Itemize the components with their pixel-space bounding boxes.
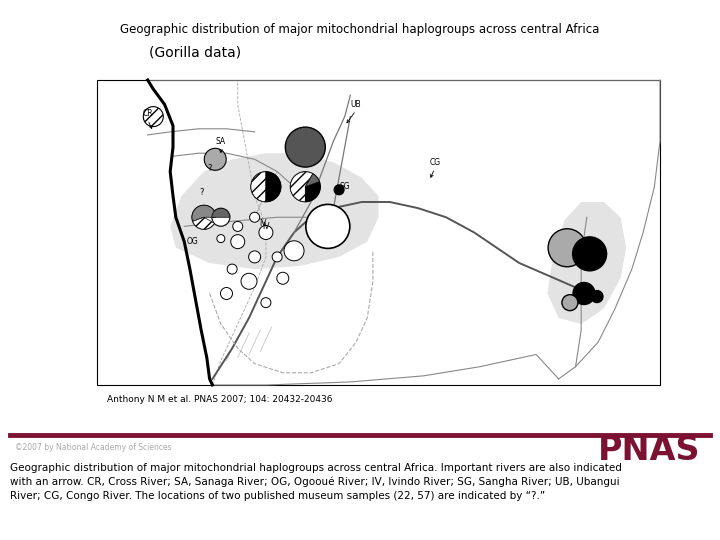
Text: IV: IV xyxy=(259,219,267,228)
Text: SA: SA xyxy=(216,137,226,145)
Text: SG: SG xyxy=(339,183,350,191)
Text: ?: ? xyxy=(207,164,212,173)
Circle shape xyxy=(241,273,257,289)
Wedge shape xyxy=(251,172,266,202)
Circle shape xyxy=(192,205,216,229)
Circle shape xyxy=(233,221,243,232)
Text: IV: IV xyxy=(262,222,270,231)
Circle shape xyxy=(276,272,289,284)
Wedge shape xyxy=(266,172,281,202)
Text: CG: CG xyxy=(429,158,441,167)
Circle shape xyxy=(230,235,245,248)
Circle shape xyxy=(261,298,271,308)
Circle shape xyxy=(227,264,237,274)
Text: ©2007 by National Academy of Sciences: ©2007 by National Academy of Sciences xyxy=(15,443,171,453)
Circle shape xyxy=(306,205,350,248)
Circle shape xyxy=(217,234,225,242)
Circle shape xyxy=(248,251,261,263)
Circle shape xyxy=(284,241,304,261)
Circle shape xyxy=(562,295,578,310)
Circle shape xyxy=(204,148,226,170)
Text: CR: CR xyxy=(143,109,153,118)
Text: Geographic distribution of major mitochondrial haplogroups across central Africa: Geographic distribution of major mitocho… xyxy=(10,463,622,473)
Text: with an arrow. CR, Cross River; SA, Sanaga River; OG, Ogooué River; IV, Ivindo R: with an arrow. CR, Cross River; SA, Sana… xyxy=(10,477,620,487)
Text: Anthony N M et al. PNAS 2007; 104: 20432-20436: Anthony N M et al. PNAS 2007; 104: 20432… xyxy=(107,395,333,404)
Circle shape xyxy=(220,287,233,300)
Circle shape xyxy=(272,252,282,262)
Circle shape xyxy=(573,282,595,305)
Circle shape xyxy=(143,106,163,126)
Wedge shape xyxy=(193,217,215,230)
Circle shape xyxy=(250,212,260,222)
Text: UB: UB xyxy=(351,100,361,109)
Bar xyxy=(97,80,660,385)
Circle shape xyxy=(251,172,281,202)
Polygon shape xyxy=(547,202,626,324)
Wedge shape xyxy=(212,208,230,217)
Wedge shape xyxy=(192,205,216,221)
Circle shape xyxy=(548,229,586,267)
Circle shape xyxy=(285,127,325,167)
Circle shape xyxy=(591,291,603,302)
Wedge shape xyxy=(305,174,320,187)
Text: Geographic distribution of major mitochondrial haplogroups across central Africa: Geographic distribution of major mitocho… xyxy=(120,24,600,37)
Circle shape xyxy=(212,208,230,226)
Wedge shape xyxy=(290,172,312,202)
Text: ?: ? xyxy=(199,188,204,197)
Circle shape xyxy=(290,172,320,202)
Circle shape xyxy=(334,185,344,195)
Text: (Gorilla data): (Gorilla data) xyxy=(149,46,241,60)
Text: River; CG, Congo River. The locations of two published museum samples (22, 57) a: River; CG, Congo River. The locations of… xyxy=(10,491,545,501)
Circle shape xyxy=(259,226,273,240)
Wedge shape xyxy=(305,181,320,202)
Polygon shape xyxy=(170,153,379,269)
Circle shape xyxy=(572,237,607,271)
Text: OG: OG xyxy=(186,237,199,246)
Text: PNAS: PNAS xyxy=(598,434,700,467)
